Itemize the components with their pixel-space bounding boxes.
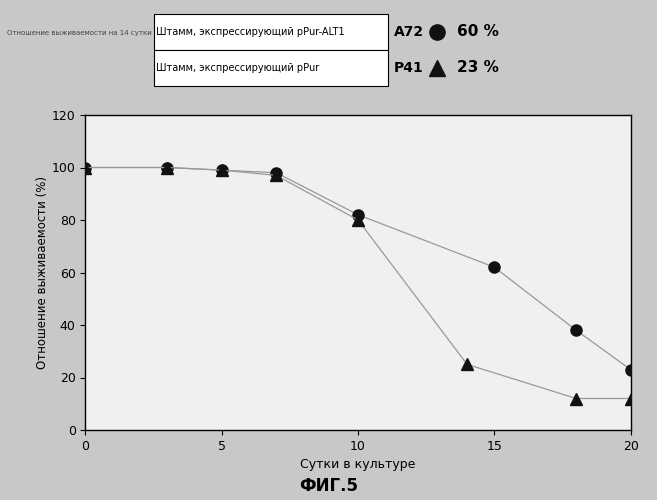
Text: Штамм, экспрессирующий pPur: Штамм, экспрессирующий pPur [156,63,319,73]
Text: 60 %: 60 % [457,24,499,40]
Text: 23 %: 23 % [457,60,499,76]
X-axis label: Сутки в культуре: Сутки в культуре [300,458,416,471]
Text: A72: A72 [394,25,424,39]
Text: ФИГ.5: ФИГ.5 [299,477,358,495]
Text: Отношение выживаемости на 14 сутки в культуре: Отношение выживаемости на 14 сутки в кул… [7,30,194,36]
Text: Штамм, экспрессирующий pPur-ALT1: Штамм, экспрессирующий pPur-ALT1 [156,27,345,37]
Y-axis label: Отношение выживаемости (%): Отношение выживаемости (%) [36,176,49,369]
Text: P41: P41 [394,61,424,75]
